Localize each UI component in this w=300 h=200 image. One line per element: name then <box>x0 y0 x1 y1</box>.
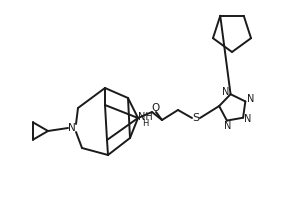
Text: O: O <box>151 103 159 113</box>
Text: N: N <box>68 123 76 133</box>
Text: S: S <box>192 113 200 123</box>
Text: N: N <box>244 114 252 124</box>
Text: N: N <box>224 121 232 131</box>
Text: N: N <box>222 87 229 97</box>
Text: H: H <box>142 118 148 128</box>
Text: N: N <box>247 94 254 104</box>
Text: NH: NH <box>138 112 152 122</box>
